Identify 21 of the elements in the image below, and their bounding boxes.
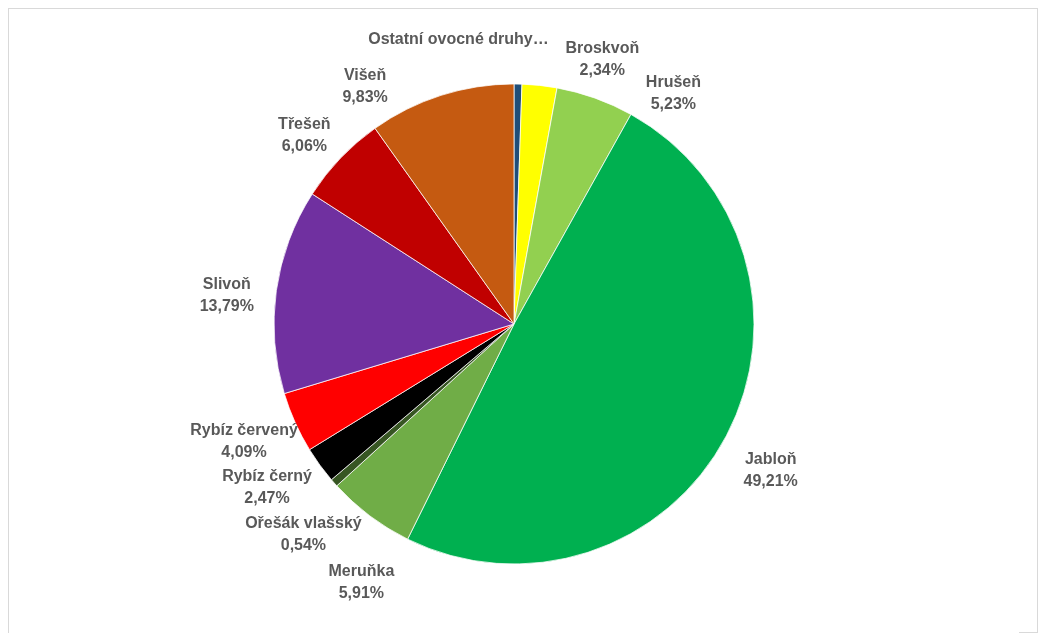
slice-label: Hrušeň xyxy=(645,72,701,90)
slice-label: Višeň xyxy=(343,66,387,84)
slice-label: Třešeň xyxy=(278,114,331,132)
slice-label: Ořešák vlašský xyxy=(245,514,362,532)
slice-label: Broskvoň xyxy=(565,38,640,56)
slice-label: Rybíz černý xyxy=(222,467,313,485)
data-label: 0,54% xyxy=(280,536,327,554)
slice-label: Ostatní ovocné druhy… xyxy=(368,30,549,48)
slice-label: Jabloň xyxy=(744,449,797,467)
data-label: 5,91% xyxy=(338,583,385,601)
data-label: 9,83% xyxy=(342,88,388,106)
data-label: 6,06% xyxy=(281,136,328,154)
data-label: 49,21% xyxy=(743,471,798,489)
data-label: 2,34% xyxy=(579,60,625,78)
data-label: 2,47% xyxy=(244,489,290,507)
data-label: 13,79% xyxy=(199,296,254,314)
slice-label: Slivoň xyxy=(202,274,251,292)
data-label: 4,09% xyxy=(221,442,267,460)
slice-label: Rybíz červený xyxy=(190,420,298,438)
slice-label: Meruňka xyxy=(328,561,395,579)
data-label: 5,23% xyxy=(650,94,697,112)
